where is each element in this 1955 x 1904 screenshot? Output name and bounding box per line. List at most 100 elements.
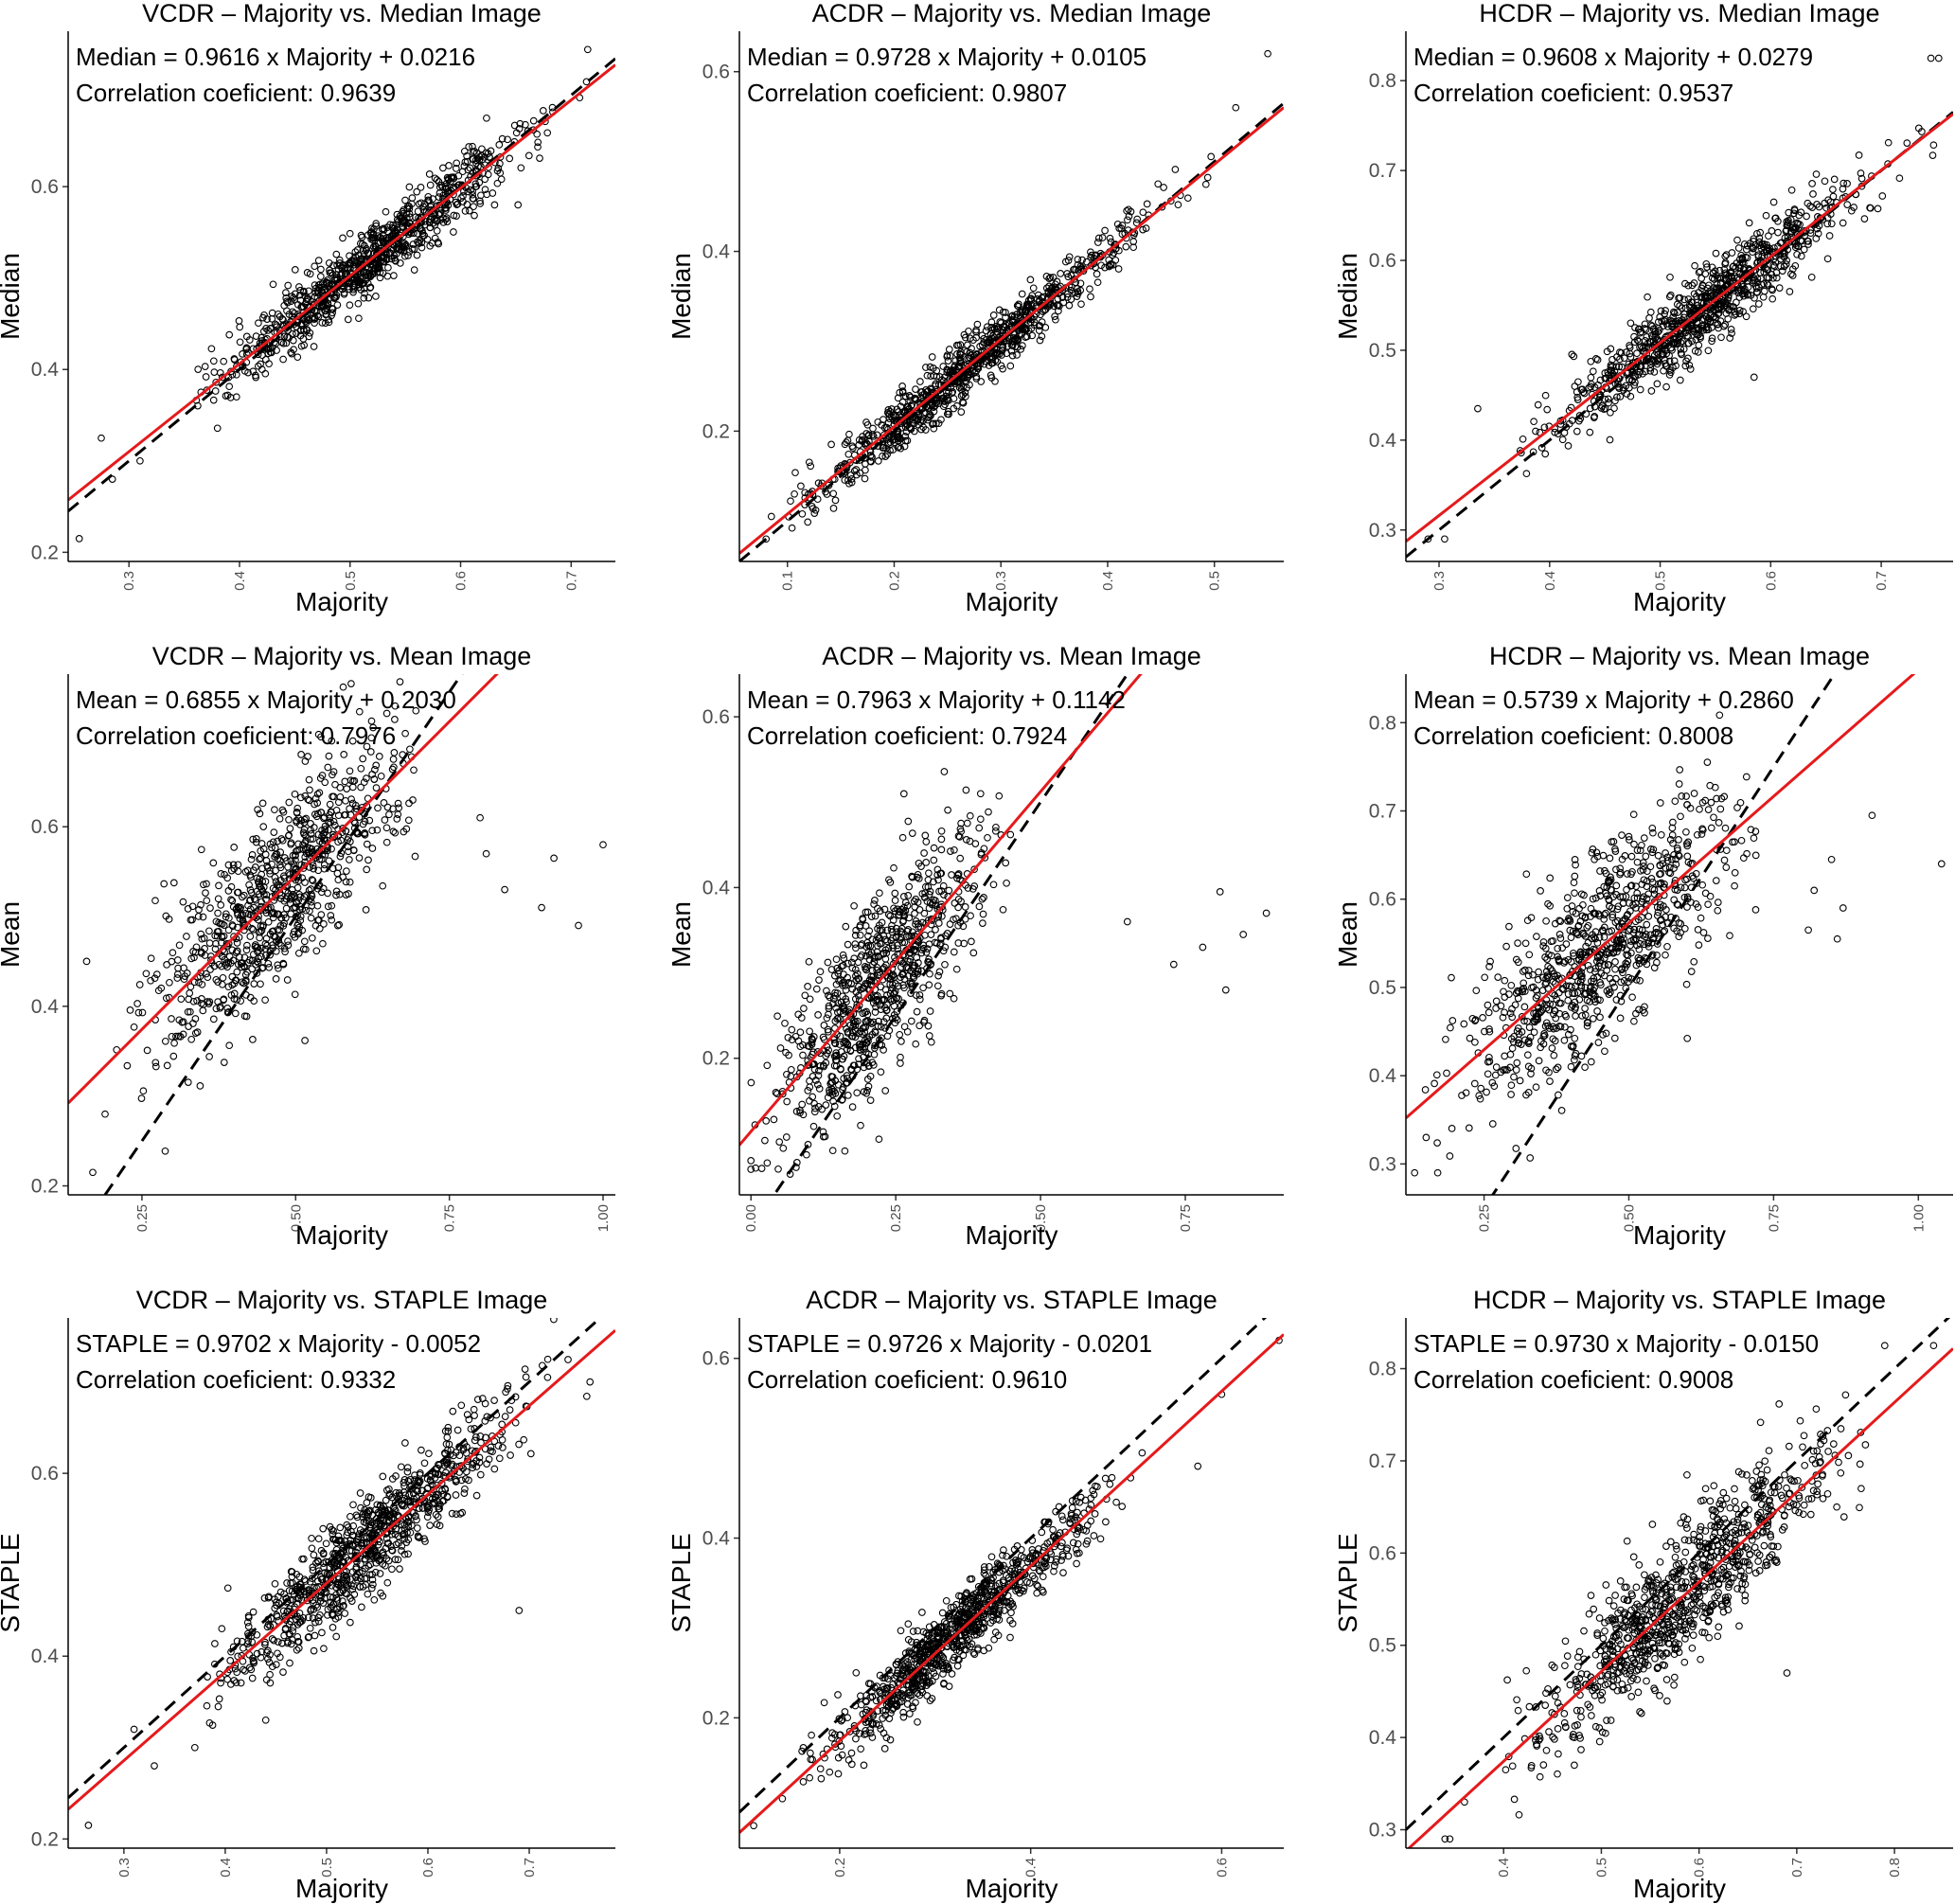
data-point [1010, 312, 1019, 321]
data-point [1046, 301, 1054, 310]
data-point [186, 989, 194, 997]
data-point [286, 825, 294, 832]
data-point [321, 837, 329, 845]
data-point [963, 819, 971, 827]
outlier-point [1216, 888, 1224, 896]
data-point [1716, 280, 1725, 288]
data-point [1124, 216, 1131, 224]
data-point [1665, 863, 1674, 872]
data-point [1017, 346, 1025, 353]
data-point [228, 921, 237, 929]
data-point [360, 778, 368, 787]
data-point [1823, 214, 1832, 222]
data-point [839, 1055, 846, 1063]
data-point [1666, 291, 1675, 299]
y-tick-label: 0.2 [31, 542, 59, 563]
data-point [237, 997, 245, 1005]
data-point [1744, 290, 1752, 298]
data-point [367, 234, 376, 241]
outlier-point [1474, 404, 1482, 413]
data-point [368, 845, 377, 852]
data-point [1688, 281, 1697, 290]
data-point [959, 922, 968, 931]
data-point [904, 964, 913, 972]
data-point [1685, 361, 1694, 369]
x-tick-label: 0.2 [886, 571, 902, 591]
data-point [1675, 836, 1682, 844]
data-point [960, 330, 969, 339]
data-point [273, 321, 280, 329]
data-point [881, 1004, 889, 1012]
y-tick-label: 0.4 [31, 996, 60, 1018]
data-point [1543, 405, 1552, 414]
data-point [1626, 342, 1633, 349]
data-point [204, 973, 212, 982]
data-point [350, 257, 359, 265]
data-point [345, 834, 352, 842]
data-point [271, 933, 279, 941]
data-point [844, 959, 852, 968]
data-point [1604, 395, 1612, 403]
data-point [1769, 274, 1777, 282]
data-point [264, 917, 273, 926]
data-point [912, 1040, 920, 1048]
data-point [990, 324, 999, 332]
data-point [256, 810, 264, 818]
data-point [1610, 404, 1618, 413]
data-point [874, 952, 882, 960]
data-point [284, 863, 292, 871]
data-point [252, 896, 260, 904]
data-point [871, 912, 880, 920]
data-point [265, 360, 273, 368]
data-point [321, 850, 329, 859]
data-point [289, 329, 296, 338]
data-point [347, 795, 355, 803]
data-point [966, 811, 974, 820]
data-point [1093, 278, 1102, 287]
data-point [898, 398, 907, 406]
data-point [450, 228, 457, 236]
data-point [1011, 343, 1020, 350]
data-point [239, 959, 246, 967]
data-point [930, 878, 937, 886]
data-point [888, 921, 896, 930]
data-point [294, 930, 302, 938]
data-point [1735, 307, 1744, 314]
data-point [389, 756, 398, 763]
data-point [834, 999, 843, 1007]
data-point [880, 996, 887, 1005]
data-point [281, 948, 289, 956]
data-point [143, 1046, 151, 1055]
data-point [1662, 951, 1669, 959]
data-point [808, 1041, 816, 1048]
data-point [256, 875, 263, 883]
data-point [320, 920, 328, 928]
data-point [989, 311, 998, 319]
data-point [464, 187, 472, 196]
data-point [1743, 291, 1751, 299]
data-point [1763, 265, 1771, 274]
data-point [147, 954, 155, 963]
data-point [346, 252, 353, 260]
data-point [536, 154, 543, 162]
data-point [310, 864, 317, 873]
data-point [1036, 322, 1044, 329]
data-point [898, 383, 906, 390]
data-point [862, 1023, 870, 1031]
data-point [253, 970, 261, 977]
data-point [832, 1049, 841, 1057]
data-point [878, 1023, 885, 1031]
data-point [898, 833, 907, 842]
data-point [913, 1007, 921, 1016]
data-point [177, 995, 186, 1004]
data-point [857, 941, 865, 950]
data-point [151, 897, 159, 905]
data-point [399, 207, 406, 216]
data-point [281, 914, 290, 922]
data-point [241, 978, 250, 986]
data-point [835, 977, 843, 985]
data-point [864, 1061, 873, 1070]
data-point [375, 753, 383, 760]
data-point [856, 931, 864, 939]
data-point [169, 879, 178, 887]
